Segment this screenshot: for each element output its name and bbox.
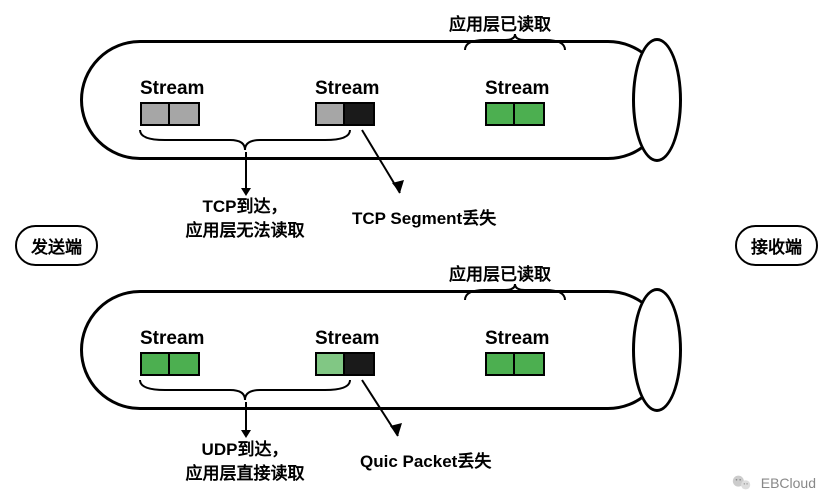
tcp-stream-1: Stream <box>140 78 204 126</box>
stream-label: Stream <box>315 78 379 100</box>
stream-label: Stream <box>485 78 549 100</box>
packet-cell <box>315 102 345 126</box>
sender-label: 发送端 <box>15 225 98 266</box>
packet-cell <box>140 102 170 126</box>
packet-cell <box>515 102 545 126</box>
quic-stream-2: Stream <box>315 328 379 376</box>
packet-cell <box>170 352 200 376</box>
tcp-read-label: 应用层已读取 <box>440 10 560 35</box>
packet-cell <box>140 352 170 376</box>
quic-stream-3: Stream <box>485 328 549 376</box>
quic-read-label: 应用层已读取 <box>440 260 560 285</box>
quic-pipe-end <box>632 288 682 412</box>
packet-cell <box>170 102 200 126</box>
packet-cell <box>315 352 345 376</box>
packet-cell <box>485 352 515 376</box>
tcp-arrived-label: TCP到达，应用层无法读取 <box>160 195 330 243</box>
tcp-stream-2: Stream <box>315 78 379 126</box>
wechat-icon <box>731 472 753 494</box>
tcp-loss-label: TCP Segment丢失 <box>352 204 496 229</box>
protocol-diagram: 发送端 接收端 应用层已读取 Stream Stream Stream TCP到… <box>0 0 834 504</box>
stream-label: Stream <box>140 78 204 100</box>
packet-cell <box>485 102 515 126</box>
packet-cell <box>345 352 375 376</box>
stream-label: Stream <box>140 328 204 350</box>
packet-cell <box>515 352 545 376</box>
footer-brand: EBCloud <box>731 472 816 494</box>
stream-label: Stream <box>315 328 379 350</box>
packet-cell <box>345 102 375 126</box>
footer-text: EBCloud <box>761 475 816 491</box>
tcp-pipe-end <box>632 38 682 162</box>
receiver-label: 接收端 <box>735 225 818 266</box>
tcp-stream-3: Stream <box>485 78 549 126</box>
quic-arrived-label: UDP到达，应用层直接读取 <box>160 438 330 486</box>
quic-stream-1: Stream <box>140 328 204 376</box>
stream-label: Stream <box>485 328 549 350</box>
quic-loss-label: Quic Packet丢失 <box>360 447 491 472</box>
